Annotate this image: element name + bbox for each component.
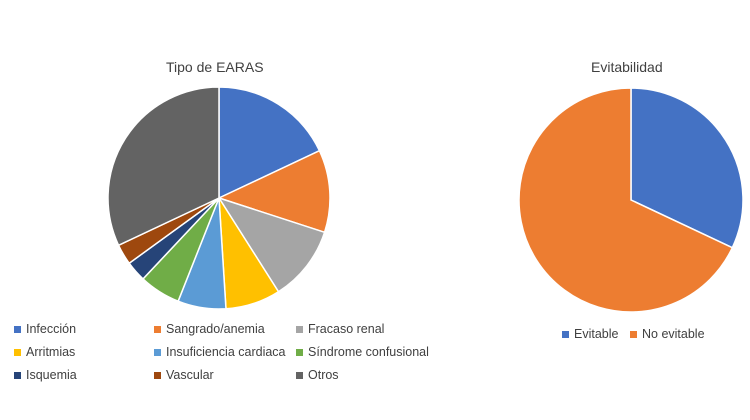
pie-chart-2-title: Evitabilidad: [591, 59, 663, 75]
legend-swatch-sindrome-confusional: [296, 348, 303, 356]
legend-item-sindrome-confusional: Síndrome confusional: [296, 344, 429, 360]
pie-slice-evitable: [630, 87, 744, 249]
legend-item-otros: Otros: [296, 367, 339, 383]
pie-slice-fracaso-renal: [217, 196, 326, 293]
legend-label-evitable: Evitable: [574, 327, 619, 341]
legend-item-vascular: Vascular: [154, 367, 214, 383]
legend-swatch-isquemia: [14, 371, 21, 379]
legend-item-evitable: Evitable: [562, 326, 618, 342]
legend-label-no-evitable: No evitable: [642, 327, 705, 341]
legend-label-infeccion: Infección: [26, 322, 77, 336]
legend-item-isquemia: Isquemia: [14, 367, 77, 383]
legend-swatch-evitable: [562, 330, 569, 338]
pie-slice-no-evitable: [518, 87, 734, 313]
legend-item-sangrado-anemia: Sangrado/anemia: [154, 321, 265, 337]
legend-swatch-no-evitable: [630, 330, 637, 338]
legend-label-fracaso-renal: Fracaso renal: [308, 322, 385, 336]
legend-item-fracaso-renal: Fracaso renal: [296, 321, 384, 337]
legend-label-arritmias: Arritmias: [26, 345, 76, 359]
pie-slice-sangrado-anemia: [216, 149, 331, 234]
legend-swatch-arritmias: [14, 348, 21, 356]
legend-label-vascular: Vascular: [166, 368, 214, 382]
legend-swatch-otros: [296, 371, 303, 379]
legend-label-isquemia: Isquemia: [26, 368, 77, 382]
legend-label-otros: Otros: [308, 368, 339, 382]
legend-swatch-sangrado-anemia: [154, 325, 161, 333]
legend-item-arritmias: Arritmias: [14, 344, 75, 360]
legend-label-sindrome-confusional: Síndrome confusional: [308, 345, 429, 359]
legend-swatch-insuficiencia-cardiaca: [154, 348, 161, 356]
legend-label-sangrado-anemia: Sangrado/anemia: [166, 322, 265, 336]
legend-swatch-vascular: [154, 371, 161, 379]
legend-label-insuficiencia-cardiaca: Insuficiencia cardiaca: [166, 345, 286, 359]
legend-swatch-infeccion: [14, 325, 21, 333]
legend-item-infeccion: Infección: [14, 321, 76, 337]
pie-chart-1-title: Tipo de EARAS: [166, 59, 264, 75]
pie-slice-infeccion: [218, 86, 321, 200]
pie-slice-otros: [107, 86, 220, 247]
legend-item-no-evitable: No evitable: [630, 326, 705, 342]
legend-item-insuficiencia-cardiaca: Insuficiencia cardiaca: [154, 344, 286, 360]
legend-swatch-fracaso-renal: [296, 325, 303, 333]
